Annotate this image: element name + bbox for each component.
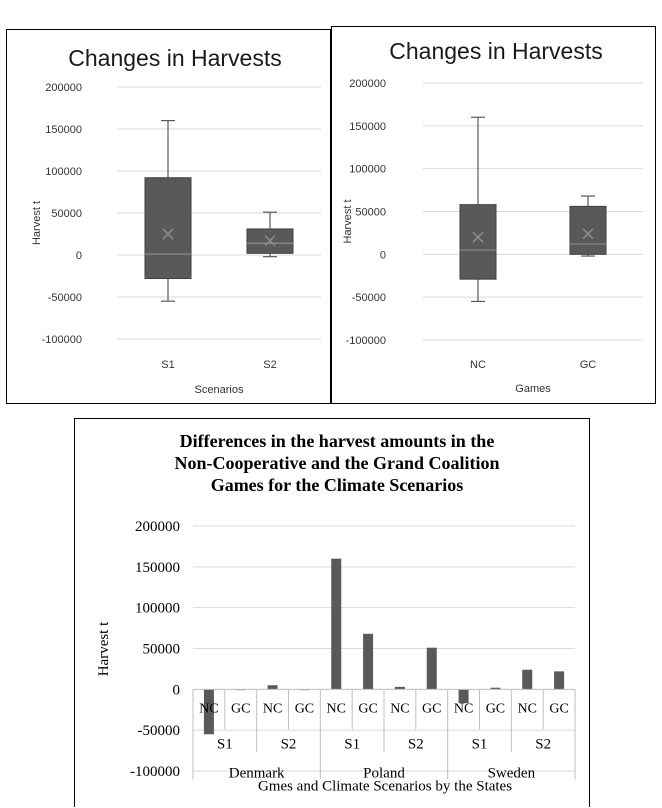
box-plot-games-panel: Changes in Harvests 200000 150000 100000 500… — [331, 26, 656, 404]
y-tick-label: 50000 — [355, 207, 386, 219]
box-nc — [459, 116, 497, 303]
y-tick-label: 100000 — [135, 601, 180, 617]
chart-title-line: Games for the Climate Scenarios — [211, 475, 464, 495]
chart-title: Changes in Harvests — [389, 38, 603, 64]
game-label: NC — [390, 701, 409, 716]
game-label: GC — [358, 701, 377, 716]
mean-marker — [472, 231, 484, 243]
x-tick-label: S2 — [263, 359, 276, 371]
y-tick-label: -50000 — [48, 292, 82, 304]
y-tick-label: 150000 — [349, 121, 386, 133]
box-plot-games: Changes in Harvests 200000 150000 100000 500… — [342, 38, 643, 395]
scenario-label: S2 — [281, 736, 297, 752]
state-label: Denmark — [229, 765, 285, 781]
y-axis-label: Harvest t — [342, 199, 354, 243]
scenario-label: S2 — [535, 736, 551, 752]
y-axis-label: Harvest t — [96, 621, 112, 676]
y-tick-label: 100000 — [349, 164, 386, 176]
game-label: GC — [549, 701, 568, 716]
y-tick-label: 100000 — [45, 166, 82, 178]
game-label: NC — [518, 701, 537, 716]
box-body — [459, 204, 497, 280]
bar-denmark-s1-nc — [203, 689, 214, 735]
y-tick-label: -100000 — [130, 764, 180, 780]
scenario-label: S1 — [217, 736, 233, 752]
box-gc — [569, 195, 607, 257]
mean-marker — [264, 235, 276, 247]
x-axis-label: Games — [515, 383, 551, 395]
y-tick-label: 200000 — [135, 519, 180, 535]
y-tick-label: 200000 — [349, 78, 386, 90]
bar-sweden-s1-gc — [490, 687, 501, 690]
game-label: NC — [263, 701, 282, 716]
y-tick-label: -50000 — [352, 292, 386, 304]
y-tick-label: 0 — [173, 682, 181, 698]
game-label: GC — [295, 701, 314, 716]
y-tick-label: -50000 — [138, 723, 181, 739]
bar-poland-s2-nc — [394, 686, 405, 690]
y-tick-label: 0 — [380, 249, 386, 261]
chart-title-line: Differences in the harvest amounts in th… — [180, 431, 495, 451]
bar-poland-s1-nc — [331, 558, 342, 690]
bar-poland-s1-gc — [363, 633, 374, 690]
game-label: GC — [486, 701, 505, 716]
x-axis-label: Scenarios — [195, 384, 244, 396]
bar-poland-s2-gc — [426, 647, 437, 690]
game-label: NC — [454, 701, 473, 716]
y-tick-label: 150000 — [135, 560, 180, 576]
x-tick-label: NC — [470, 359, 486, 371]
y-tick-label: 150000 — [45, 124, 82, 136]
box-plot-scenarios: Changes in Harvests 200000 150000 100000 500… — [31, 45, 321, 396]
box-s2 — [246, 211, 294, 258]
bar-sweden-s2-nc — [522, 669, 533, 690]
scenario-label: S1 — [344, 736, 360, 752]
box-body — [144, 177, 192, 280]
bar-chart-differences: Differences in the harvest amounts in th… — [96, 431, 576, 794]
scenario-label: S2 — [408, 736, 424, 752]
game-label: GC — [422, 701, 441, 716]
game-label: GC — [231, 701, 250, 716]
y-tick-label: 200000 — [45, 82, 82, 94]
y-tick-label: -100000 — [42, 334, 82, 346]
y-tick-label: -100000 — [346, 335, 386, 347]
y-tick-label: 50000 — [51, 208, 82, 220]
y-tick-label: 0 — [76, 250, 82, 262]
bar-chart-differences-panel: Differences in the harvest amounts in th… — [74, 418, 590, 807]
scenario-label: S1 — [472, 736, 488, 752]
bar-sweden-s2-gc — [554, 671, 565, 690]
box-plot-scenarios-panel: Changes in Harvests 200000 150000 100000 500… — [6, 29, 331, 404]
mean-marker — [582, 228, 594, 240]
chart-title: Changes in Harvests — [68, 45, 282, 71]
game-label: NC — [199, 701, 218, 716]
x-tick-label: GC — [580, 359, 597, 371]
x-tick-label: S1 — [161, 359, 174, 371]
chart-title-line: Non-Cooperative and the Grand Coalition — [174, 453, 499, 473]
y-tick-label: 50000 — [143, 642, 181, 658]
mean-marker — [162, 228, 174, 240]
box-s1 — [144, 119, 192, 302]
state-label: Sweden — [488, 765, 536, 781]
state-label: Poland — [363, 765, 405, 781]
bar-denmark-s2-nc — [267, 685, 278, 690]
game-label: NC — [327, 701, 346, 716]
bar-sweden-s1-nc — [458, 689, 469, 704]
x-axis-label: Gmes and Climate Scenarios by the States — [258, 778, 512, 794]
box-body — [569, 205, 607, 255]
y-axis-label: Harvest t — [31, 201, 43, 245]
